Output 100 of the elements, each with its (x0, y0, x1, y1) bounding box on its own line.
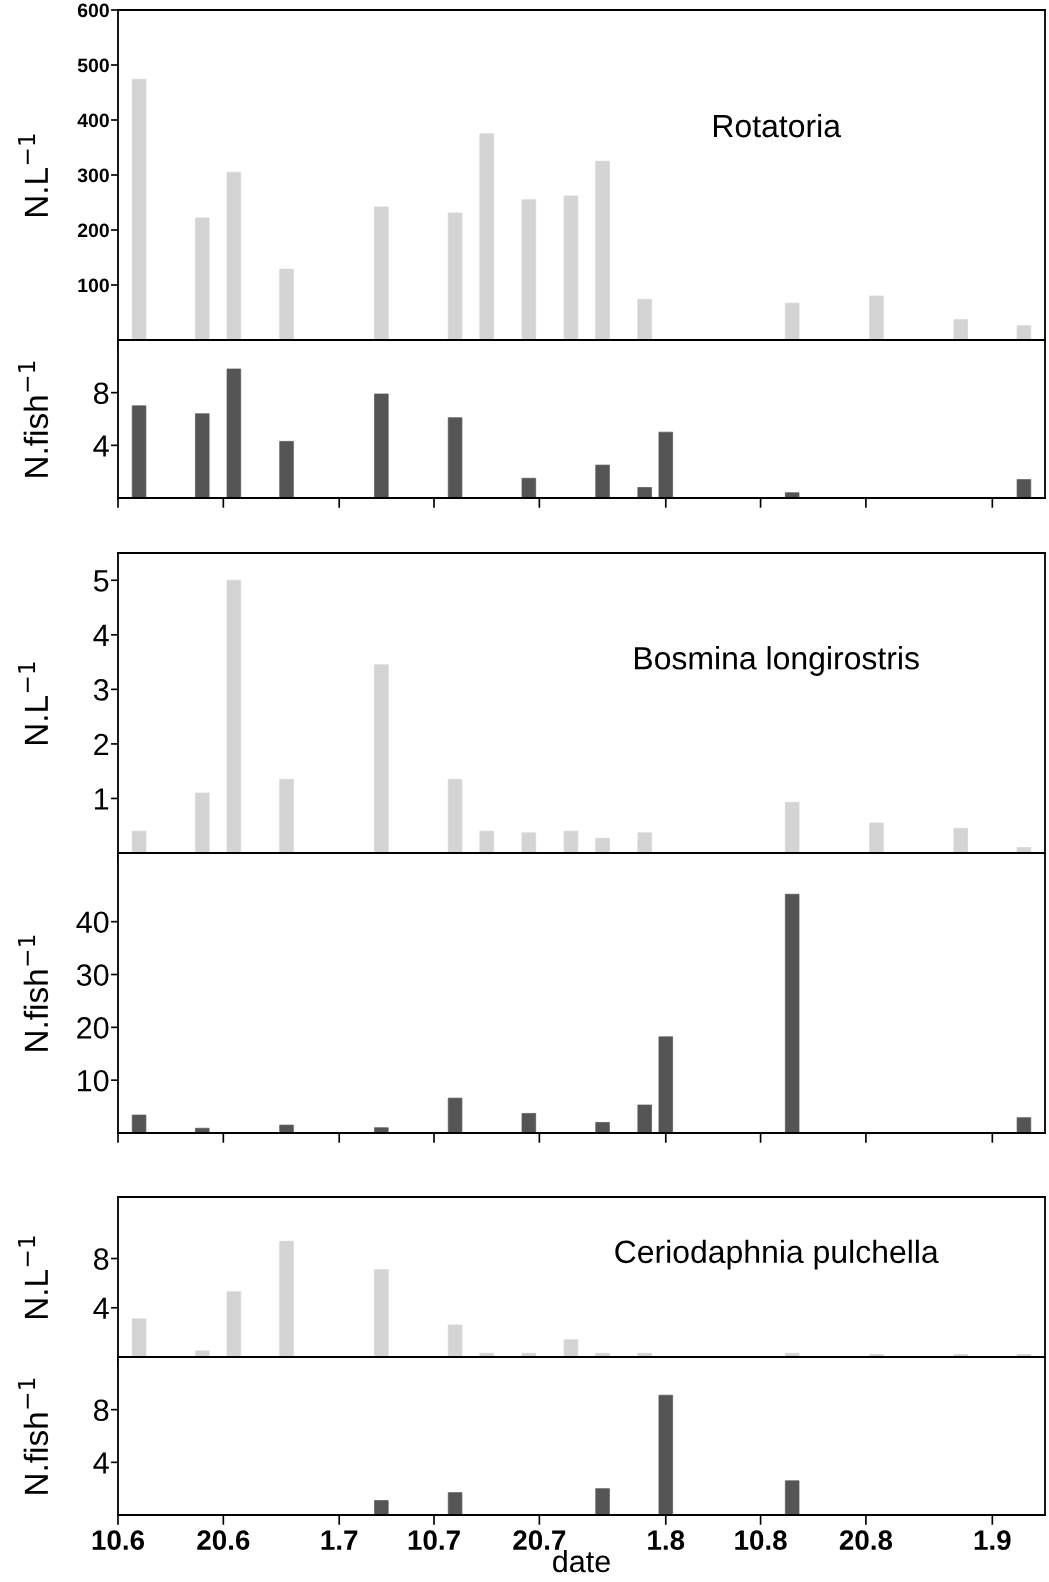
y-tick-label: 4 (93, 435, 109, 457)
x-tick-label: 20.8 (839, 1530, 893, 1550)
bar (521, 1113, 537, 1133)
y-tick-label: 5 (93, 570, 109, 592)
bar (447, 417, 463, 498)
bar (521, 477, 537, 498)
bar (374, 393, 389, 498)
x-tick-label: 1.7 (321, 1530, 358, 1550)
bar (195, 413, 210, 498)
y-tick-label: 4 (93, 624, 109, 646)
bar (1016, 847, 1032, 853)
bar (595, 464, 610, 498)
y-axis-title: N.L$^{−1}$ (18, 134, 48, 217)
bar (226, 368, 242, 498)
x-tick-label: 10.6 (92, 1530, 145, 1550)
x-tick-label: 20.6 (197, 1530, 250, 1550)
x-tick-label: 10.8 (735, 1530, 787, 1550)
bar (953, 319, 968, 340)
bar (279, 1124, 294, 1133)
bar (279, 779, 294, 853)
bar (195, 792, 210, 853)
bar (784, 302, 800, 340)
bar (784, 893, 800, 1133)
bar (637, 832, 652, 853)
bar (658, 431, 673, 498)
y-tick-label: 3 (93, 679, 109, 701)
y-tick-label: 500 (77, 58, 109, 73)
y-tick-label: 100 (78, 278, 109, 293)
bar (658, 1394, 673, 1515)
bar (1016, 1117, 1032, 1133)
bar (953, 828, 968, 853)
bar (374, 1269, 389, 1357)
x-tick-label: 20.7 (513, 1530, 566, 1550)
y-axis-title: N.L$^{−1}$ (18, 662, 48, 745)
bar (869, 822, 884, 853)
y-tick-label: 4 (93, 1297, 109, 1319)
bar (563, 830, 579, 853)
bar (869, 295, 884, 340)
bar (131, 830, 147, 853)
y-tick-label: 8 (94, 1248, 109, 1270)
bar (563, 195, 579, 340)
text: Ceriodaphnia pulchella (615, 1239, 939, 1270)
bar (637, 487, 652, 498)
y-tick-label: 4 (93, 1452, 109, 1474)
bar (447, 779, 463, 853)
bar (447, 1492, 463, 1515)
bar (637, 1104, 652, 1133)
y-tick-label: 8 (94, 382, 109, 405)
bar (595, 1122, 610, 1133)
y-tick-label: 2 (94, 733, 109, 755)
bar (784, 492, 800, 498)
bar (131, 405, 147, 498)
x-tick-label: 1.8 (648, 1530, 685, 1550)
bar (226, 579, 242, 853)
bar (595, 837, 610, 853)
bar (784, 801, 800, 853)
bar (279, 1240, 294, 1357)
bar (374, 206, 389, 340)
y-tick-label: 600 (77, 3, 109, 18)
y-tick-label: 10 (78, 1069, 109, 1092)
y-tick-label: 300 (77, 168, 109, 183)
bar (279, 268, 294, 340)
bar (195, 217, 210, 340)
y-tick-label: 20 (77, 1017, 109, 1039)
y-tick-label: 200 (77, 223, 109, 238)
bar (658, 1036, 673, 1133)
bar (637, 298, 652, 340)
y-tick-label: 1 (95, 788, 109, 810)
bar (374, 664, 389, 853)
y-axis-title: N.fish$^{−1}$ (18, 1378, 49, 1494)
bar (1016, 325, 1032, 340)
bar (374, 1500, 389, 1515)
bar (479, 830, 494, 853)
bar (595, 1488, 610, 1515)
bar (195, 1350, 210, 1357)
bar (595, 160, 610, 340)
y-tick-label: 40 (76, 911, 109, 934)
bar (226, 1291, 242, 1357)
bar (279, 441, 294, 498)
bar (479, 133, 494, 340)
y-tick-label: 30 (76, 964, 109, 986)
bar (131, 78, 147, 340)
x-tick-label: 1.9 (974, 1530, 1011, 1550)
bar (447, 1324, 463, 1357)
y-axis-title: N.L$^{−1}$ (18, 1236, 48, 1319)
y-tick-label: 8 (94, 1399, 109, 1422)
bar (447, 1097, 463, 1133)
y-axis-title: N.fish$^{−1}$ (18, 361, 49, 477)
text: Rotatoria (713, 113, 841, 138)
text: Bosmina longirostris (634, 646, 919, 676)
bar (784, 1480, 800, 1515)
x-axis-title: date (553, 1549, 610, 1573)
y-axis-title: N.fish$^{−1}$ (18, 935, 49, 1051)
bar (521, 832, 537, 853)
bar (563, 1339, 579, 1357)
bar (1016, 479, 1032, 498)
bar (447, 212, 463, 340)
x-tick-label: 10.7 (408, 1530, 460, 1550)
bar (226, 171, 242, 340)
bar (374, 1127, 389, 1133)
